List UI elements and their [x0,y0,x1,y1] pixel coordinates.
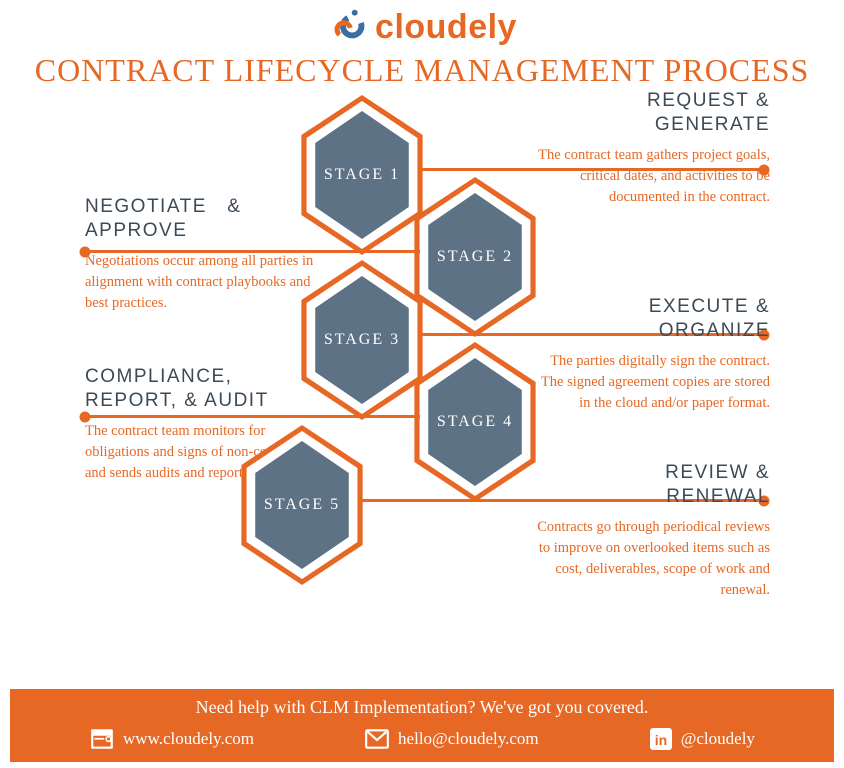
stage-hex-4: STAGE 4 [405,342,545,502]
footer: Need help with CLM Implementation? We've… [10,689,834,762]
footer-row: www.cloudely.com hello@cloudely.com in @… [34,726,810,752]
footer-social-text: @cloudely [681,729,755,749]
stage-badge: STAGE 5 [264,496,340,514]
footer-website[interactable]: www.cloudely.com [89,726,254,752]
page-title: CONTRACT LIFECYCLE MANAGEMENT PROCESS [0,52,844,89]
stage-desc: Negotiations occur among all parties in … [85,251,325,314]
stage-title: REVIEW &RENEWAL [530,461,770,509]
stage-title: REQUEST &GENERATE [530,89,770,137]
mail-icon [364,726,390,752]
browser-icon [89,726,115,752]
stage-hex-5: STAGE 5 [232,425,372,585]
stage-title: COMPLIANCE,REPORT, & AUDIT [85,365,325,413]
stages-area: STAGE 1REQUEST &GENERATEThe contract tea… [0,95,844,695]
footer-website-text: www.cloudely.com [123,729,254,749]
footer-email-text: hello@cloudely.com [398,729,539,749]
logo-icon [327,6,369,48]
stage-title: NEGOTIATE &APPROVE [85,195,325,243]
stage-block-3: EXECUTE &ORGANIZE The parties digitally s… [530,295,770,414]
stage-block-1: REQUEST &GENERATE The contract team gathe… [530,89,770,208]
stage-block-5: REVIEW &RENEWAL Contracts go through peri… [530,461,770,601]
footer-cta: Need help with CLM Implementation? We've… [34,697,810,718]
stage-badge: STAGE 3 [324,331,400,349]
logo-text: cloudely [375,8,517,47]
footer-social[interactable]: in @cloudely [649,727,755,751]
linkedin-icon: in [649,727,673,751]
footer-email[interactable]: hello@cloudely.com [364,726,539,752]
stage-block-2: NEGOTIATE &APPROVE Negotiations occur amo… [85,195,325,314]
stage-title: EXECUTE &ORGANIZE [530,295,770,343]
stage-desc: Contracts go through periodical reviews … [530,517,770,601]
svg-text:in: in [655,732,667,748]
stage-desc: The parties digitally sign the contract.… [530,351,770,414]
stage-badge: STAGE 4 [437,413,513,431]
stage-badge: STAGE 2 [437,248,513,266]
logo-row: cloudely [0,0,844,48]
stage-desc: The contract team gathers project goals,… [530,145,770,208]
stage-badge: STAGE 1 [324,166,400,184]
